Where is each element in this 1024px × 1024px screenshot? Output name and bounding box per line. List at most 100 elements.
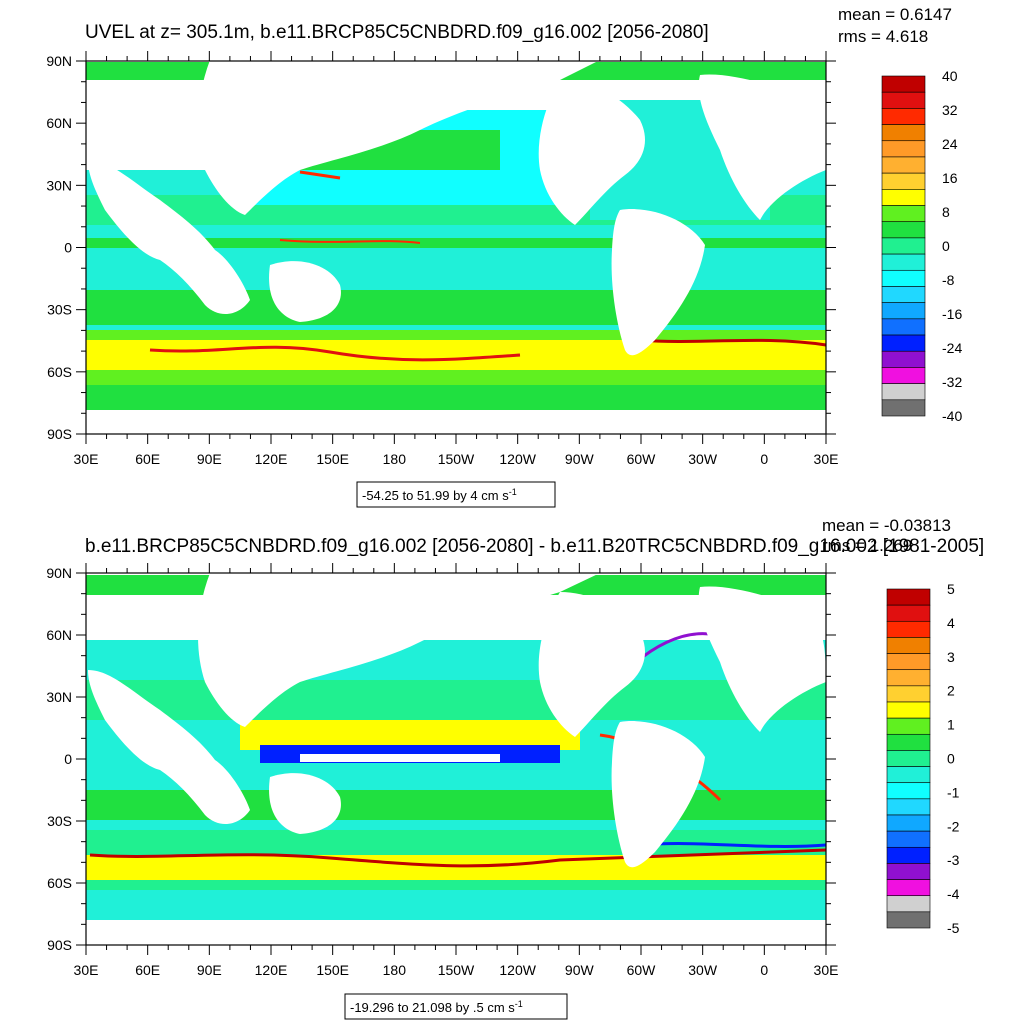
colorbar-label: -24	[942, 340, 962, 356]
colorbar-label: 2	[947, 683, 955, 699]
colorbar-swatch	[886, 637, 931, 654]
colorbar-label: -32	[942, 374, 962, 390]
colorbar-swatch	[881, 189, 926, 206]
y-axis-ticks: 90N 60N 30N 0 30S 60S 90S	[46, 565, 836, 953]
kuroshio	[299, 170, 341, 180]
x-tick-label: 0	[760, 451, 768, 467]
colorbar-swatch	[881, 156, 926, 174]
land-antarctica	[86, 410, 826, 434]
colorbar-swatch	[886, 814, 931, 832]
colorbar-swatch	[886, 750, 931, 767]
colorbar-swatch	[881, 124, 926, 142]
y-tick-label: 60N	[46, 115, 72, 131]
colorbar-label: 4	[947, 615, 955, 631]
colorbar-swatch	[886, 701, 931, 719]
colorbar-label: 3	[947, 649, 955, 665]
range-box	[344, 993, 568, 1020]
rms-stat: rms = 1.269	[822, 536, 912, 555]
land-europe	[698, 586, 826, 732]
land-africa	[88, 160, 250, 315]
x-tick-label: 120W	[499, 962, 536, 978]
equatorial-white-core	[300, 754, 500, 762]
south-subtropical-band	[86, 290, 826, 325]
colorbar-swatch	[886, 846, 931, 864]
x-axis-ticks: 30E 60E 90E 120E 150E 180 150W 120W 90W 60W 30W 0 30…	[74, 563, 839, 978]
range-label: -19.296 to 21.098 by .5 cm s-1	[350, 999, 523, 1015]
y-tick-label: 60N	[46, 627, 72, 643]
y-tick-label: 0	[64, 240, 72, 256]
map-field	[86, 573, 827, 945]
colorbar-label: -3	[947, 852, 960, 868]
colorbar: 40 32 24 16 8 0 -8 -16 -24 -32 -40	[881, 68, 962, 424]
colorbar-swatch	[886, 653, 931, 671]
acc-anomaly-1	[89, 848, 827, 868]
x-tick-label: 90E	[197, 962, 222, 978]
colorbar-swatch	[881, 91, 926, 109]
colorbar-swatch	[886, 685, 931, 703]
land-north-america	[538, 80, 645, 225]
range-superscript: -1	[515, 999, 523, 1009]
colorbar-swatch	[881, 253, 926, 271]
colorbar-swatch	[886, 911, 931, 929]
colorbar-swatch	[881, 399, 926, 417]
land-asia	[198, 573, 600, 727]
colorbar-label: -40	[942, 408, 962, 424]
x-tick-label: 30E	[74, 451, 99, 467]
x-tick-label: 150W	[438, 962, 475, 978]
colorbar-swatch	[881, 302, 926, 320]
colorbar-swatch	[886, 733, 931, 751]
colorbar-swatch	[886, 620, 931, 638]
colorbar-swatch	[886, 588, 931, 606]
range-text: -54.25 to 51.99 by 4 cm s	[362, 488, 509, 503]
colorbar-swatch	[881, 383, 926, 401]
land-asia	[198, 60, 600, 215]
x-axis-ticks: 30E 60E 90E 120E 150E 180 150W 120W 90W 60W 30W 0 30…	[74, 51, 839, 467]
colorbar-swatch	[886, 863, 931, 880]
colorbar-swatch	[886, 669, 931, 687]
x-tick-label: 90W	[565, 962, 595, 978]
antarctic-shelf	[86, 385, 826, 410]
x-tick-label: 30W	[688, 451, 718, 467]
x-tick-label: 180	[383, 451, 407, 467]
y-tick-label: 30N	[46, 689, 72, 705]
colorbar-swatch	[886, 798, 931, 816]
colorbar-swatch	[881, 367, 926, 384]
north-subtropical-band	[86, 680, 826, 720]
y-axis-ticks: 90N 60N 30N 0 30S 60S 90S	[46, 53, 836, 442]
colorbar-swatch	[881, 237, 926, 255]
x-tick-label: 180	[383, 962, 407, 978]
colorbar-swatch	[886, 766, 931, 784]
colorbar-swatch	[886, 879, 931, 897]
colorbar-swatch	[881, 318, 926, 336]
land-north-america	[538, 592, 645, 737]
y-tick-label: 0	[64, 751, 72, 767]
x-tick-label: 30E	[814, 451, 839, 467]
colorbar-label: 32	[942, 102, 958, 118]
colorbar-swatch	[886, 717, 931, 735]
land-south-america	[611, 721, 705, 868]
colorbar-swatch	[881, 140, 926, 158]
y-tick-label: 90S	[47, 937, 72, 953]
x-tick-label: 150W	[438, 451, 475, 467]
colorbar-swatch	[881, 350, 926, 368]
colorbar-label: 0	[947, 751, 955, 767]
colorbar-swatch	[886, 830, 931, 848]
land-australia	[269, 773, 341, 834]
land-australia	[269, 261, 341, 322]
acc-jet-2	[639, 338, 827, 347]
land-africa	[88, 670, 250, 825]
map-field	[86, 60, 827, 434]
y-tick-label: 90S	[47, 426, 72, 442]
x-tick-label: 150E	[316, 451, 349, 467]
x-tick-label: 30E	[814, 962, 839, 978]
x-tick-label: 30E	[74, 962, 99, 978]
land-europe	[698, 74, 826, 220]
colorbar-swatch	[881, 334, 926, 352]
mean-stat: mean = -0.03813	[822, 516, 951, 535]
colorbar-swatch	[886, 895, 931, 913]
panel-top: UVEL at z= 305.1m, b.e11.BRCP85C5CNBDRD.…	[46, 5, 962, 508]
colorbar-swatch	[886, 604, 931, 622]
y-tick-label: 30S	[47, 813, 72, 829]
colorbar-label: 8	[942, 204, 950, 220]
y-tick-label: 90N	[46, 565, 72, 581]
